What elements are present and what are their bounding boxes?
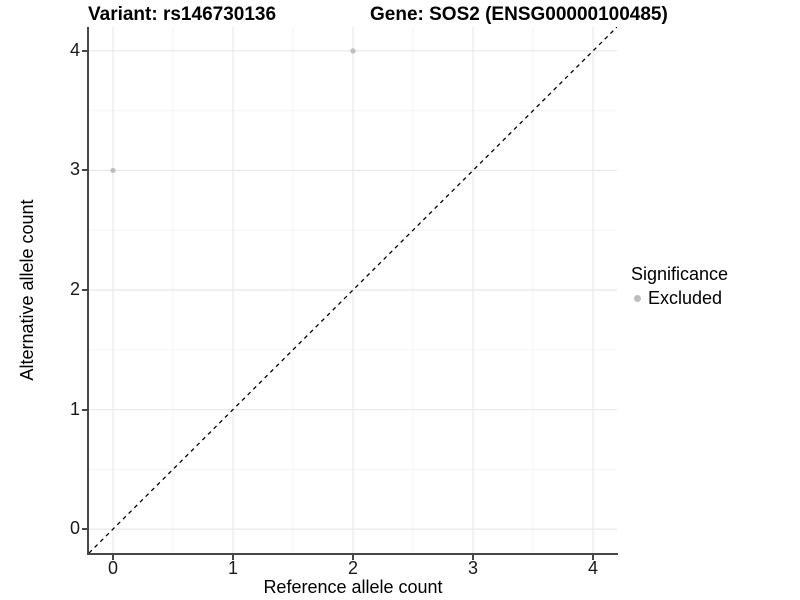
legend: Significance Excluded: [631, 264, 728, 309]
legend-entry: Excluded: [634, 288, 728, 309]
x-tick-mark: [112, 555, 114, 560]
data-point: [350, 48, 356, 54]
x-tick-label: 0: [107, 558, 118, 578]
y-tick-mark: [82, 528, 87, 531]
y-axis-title: Alternative allele count: [17, 199, 37, 381]
x-tick-mark: [472, 555, 474, 560]
legend-entries: Excluded: [631, 288, 728, 309]
data-point: [110, 167, 116, 174]
legend-title: Significance: [631, 264, 729, 284]
y-tick-mark: [82, 169, 87, 172]
x-tick-label: 4: [587, 558, 598, 578]
x-tick-label: 3: [467, 558, 478, 578]
gene-title: Gene: SOS2 (ENSG00000100485): [370, 4, 668, 25]
x-tick-mark: [232, 555, 234, 560]
y-tick-label: 1: [69, 398, 80, 419]
x-axis-title: Reference allele count: [263, 577, 443, 597]
plot-panel: [89, 27, 617, 553]
y-axis-line: [87, 27, 89, 554]
y-tick-mark: [82, 408, 87, 411]
y-tick-label: 4: [69, 39, 80, 60]
y-tick-label: 0: [69, 518, 80, 539]
x-tick-label: 1: [227, 558, 238, 578]
y-tick-mark: [82, 289, 87, 291]
x-tick-mark: [592, 555, 594, 560]
x-axis-line: [87, 553, 618, 555]
y-tick-label: 2: [69, 279, 80, 299]
y-tick-mark: [82, 49, 87, 52]
x-tick-label: 2: [347, 558, 358, 578]
variant-title: Variant: rs146730136: [88, 4, 277, 25]
y-tick-label: 3: [69, 159, 80, 180]
plot-canvas: [89, 27, 617, 553]
legend-entry-label: Excluded: [648, 288, 723, 308]
legend-key-dot: [634, 295, 641, 302]
x-tick-mark: [352, 555, 354, 560]
